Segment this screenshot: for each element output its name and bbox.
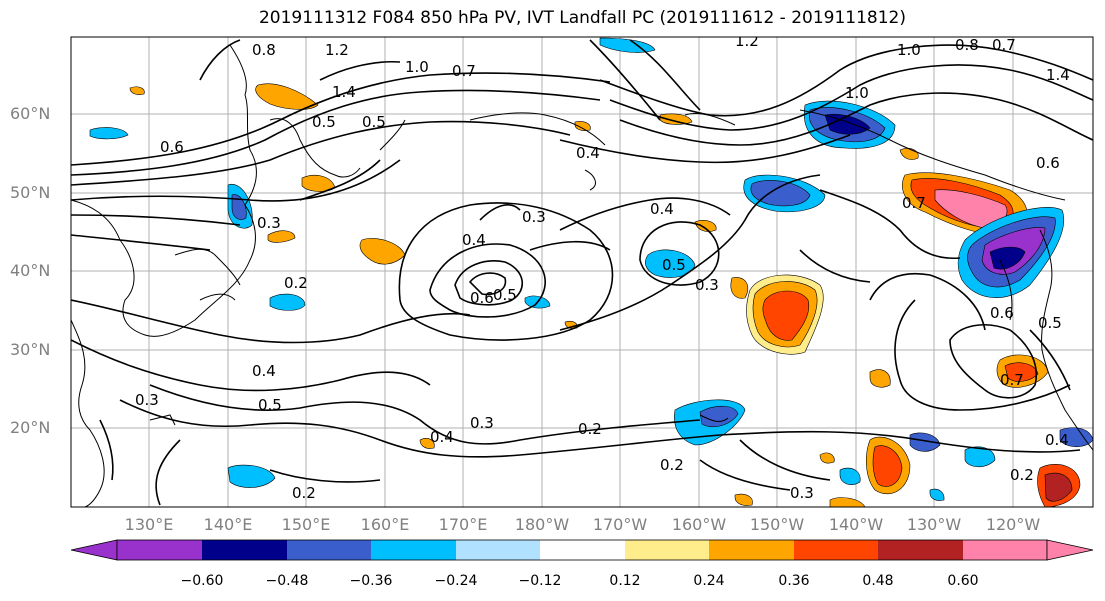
- contour-label-group: 0.8 1.2 1.4 1.0 0.7 1.2 1.0 0.8 0.7 1.4 …: [135, 32, 1070, 502]
- contour-label: 0.6: [470, 289, 494, 307]
- contour-label: 0.4: [430, 428, 454, 446]
- contour-label: 0.3: [695, 276, 719, 294]
- contour-label: 1.0: [845, 84, 869, 102]
- colorbar-tick-label: −0.48: [265, 573, 309, 589]
- contour-label: 0.3: [470, 414, 494, 432]
- contour-label: 0.7: [452, 62, 476, 80]
- colorbar-tick-label: 0.60: [947, 573, 979, 589]
- colorbar-swatch: [456, 540, 540, 560]
- contour-label: 0.5: [362, 113, 386, 131]
- lon-label: 140°E: [203, 515, 253, 534]
- lon-label: 160°W: [671, 515, 727, 534]
- contour-label: 1.4: [1046, 66, 1070, 84]
- contour-label: 0.2: [292, 484, 316, 502]
- lon-label: 170°E: [438, 515, 488, 534]
- lon-label: 150°W: [749, 515, 805, 534]
- contour-label: 0.6: [1036, 154, 1060, 172]
- contour-label: 1.2: [325, 41, 349, 59]
- map-panel: 0.8 1.2 1.4 1.0 0.7 1.2 1.0 0.8 0.7 1.4 …: [71, 32, 1093, 507]
- colorbar-swatch: [878, 540, 963, 560]
- lon-label: 180°W: [514, 515, 570, 534]
- colorbar-swatch: [709, 540, 794, 560]
- colorbar-swatch: [625, 540, 709, 560]
- contour-label: 0.4: [462, 231, 486, 249]
- lat-label-50n: 50°N: [10, 183, 51, 202]
- contour-label: 0.2: [284, 274, 308, 292]
- colorbar-swatch: [287, 540, 371, 560]
- lon-label: 130°E: [124, 515, 174, 534]
- contour-label: 0.5: [1038, 314, 1062, 332]
- contour-label: 0.5: [662, 256, 686, 274]
- lon-label: 130°W: [906, 515, 962, 534]
- lon-label: 140°W: [828, 515, 884, 534]
- shaded-field: [89, 37, 1093, 507]
- contour-label: 0.3: [135, 391, 159, 409]
- contour-label: 0.7: [1000, 371, 1024, 389]
- colorbar: [70, 539, 1094, 561]
- colorbar-swatch: [540, 540, 625, 560]
- lon-label: 170°W: [592, 515, 648, 534]
- contour-label: 0.4: [576, 144, 600, 162]
- colorbar-tick-label: −0.24: [434, 573, 478, 589]
- colorbar-swatch: [794, 540, 878, 560]
- lat-label-20n: 20°N: [10, 418, 51, 437]
- colorbar-tick-label: 0.36: [778, 573, 810, 589]
- colorbar-swatch: [963, 540, 1047, 560]
- map-title: 2019111312 F084 850 hPa PV, IVT Landfall…: [258, 8, 906, 28]
- colorbar-swatch: [117, 540, 202, 560]
- colorbar-tick-label: 0.48: [862, 573, 894, 589]
- contour-label: 1.0: [897, 41, 921, 59]
- contour-label: 0.6: [160, 138, 184, 156]
- colorbar-tick-label: −0.12: [518, 573, 562, 589]
- contour-label: 0.4: [650, 200, 674, 218]
- lon-label: 120°W: [985, 515, 1041, 534]
- lat-label-30n: 30°N: [10, 340, 51, 359]
- contour-label: 0.2: [578, 420, 602, 438]
- lat-label-60n: 60°N: [10, 104, 51, 123]
- contour-label: 0.6: [990, 304, 1014, 322]
- contour-label: 0.2: [660, 456, 684, 474]
- contour-label: 1.2: [735, 32, 759, 50]
- colorbar-extend-low: [70, 539, 118, 561]
- colorbar-extend-high: [1046, 539, 1094, 561]
- contour-label: 0.5: [493, 286, 517, 304]
- colorbar-tick-label: −0.36: [349, 573, 393, 589]
- contour-label: 0.8: [955, 36, 979, 54]
- colorbar-swatch: [202, 540, 287, 560]
- lat-label-40n: 40°N: [10, 261, 51, 280]
- contour-label: 1.0: [405, 58, 429, 76]
- contour-label: 0.4: [252, 362, 276, 380]
- contour-label: 0.7: [992, 36, 1016, 54]
- contour-label: 0.4: [1045, 431, 1069, 449]
- lon-label: 160°E: [360, 515, 410, 534]
- contour-label: 0.3: [522, 208, 546, 226]
- contour-label: 0.3: [257, 214, 281, 232]
- contour-lines: [71, 39, 1093, 506]
- map-frame: [70, 36, 1094, 508]
- contour-label: 0.5: [258, 396, 282, 414]
- lon-label: 150°E: [281, 515, 331, 534]
- contour-label: 0.5: [312, 113, 336, 131]
- contour-label: 1.4: [332, 83, 356, 101]
- contour-label: 0.3: [790, 484, 814, 502]
- colorbar-tick-label: 0.12: [609, 573, 641, 589]
- contour-label: 0.7: [902, 194, 926, 212]
- contour-label: 0.2: [1010, 466, 1034, 484]
- colorbar-tick-label: −0.60: [180, 573, 224, 589]
- contour-label: 0.8: [252, 41, 276, 59]
- coastlines: [71, 44, 1093, 507]
- colorbar-swatch: [371, 540, 456, 560]
- colorbar-tick-label: 0.24: [693, 573, 725, 589]
